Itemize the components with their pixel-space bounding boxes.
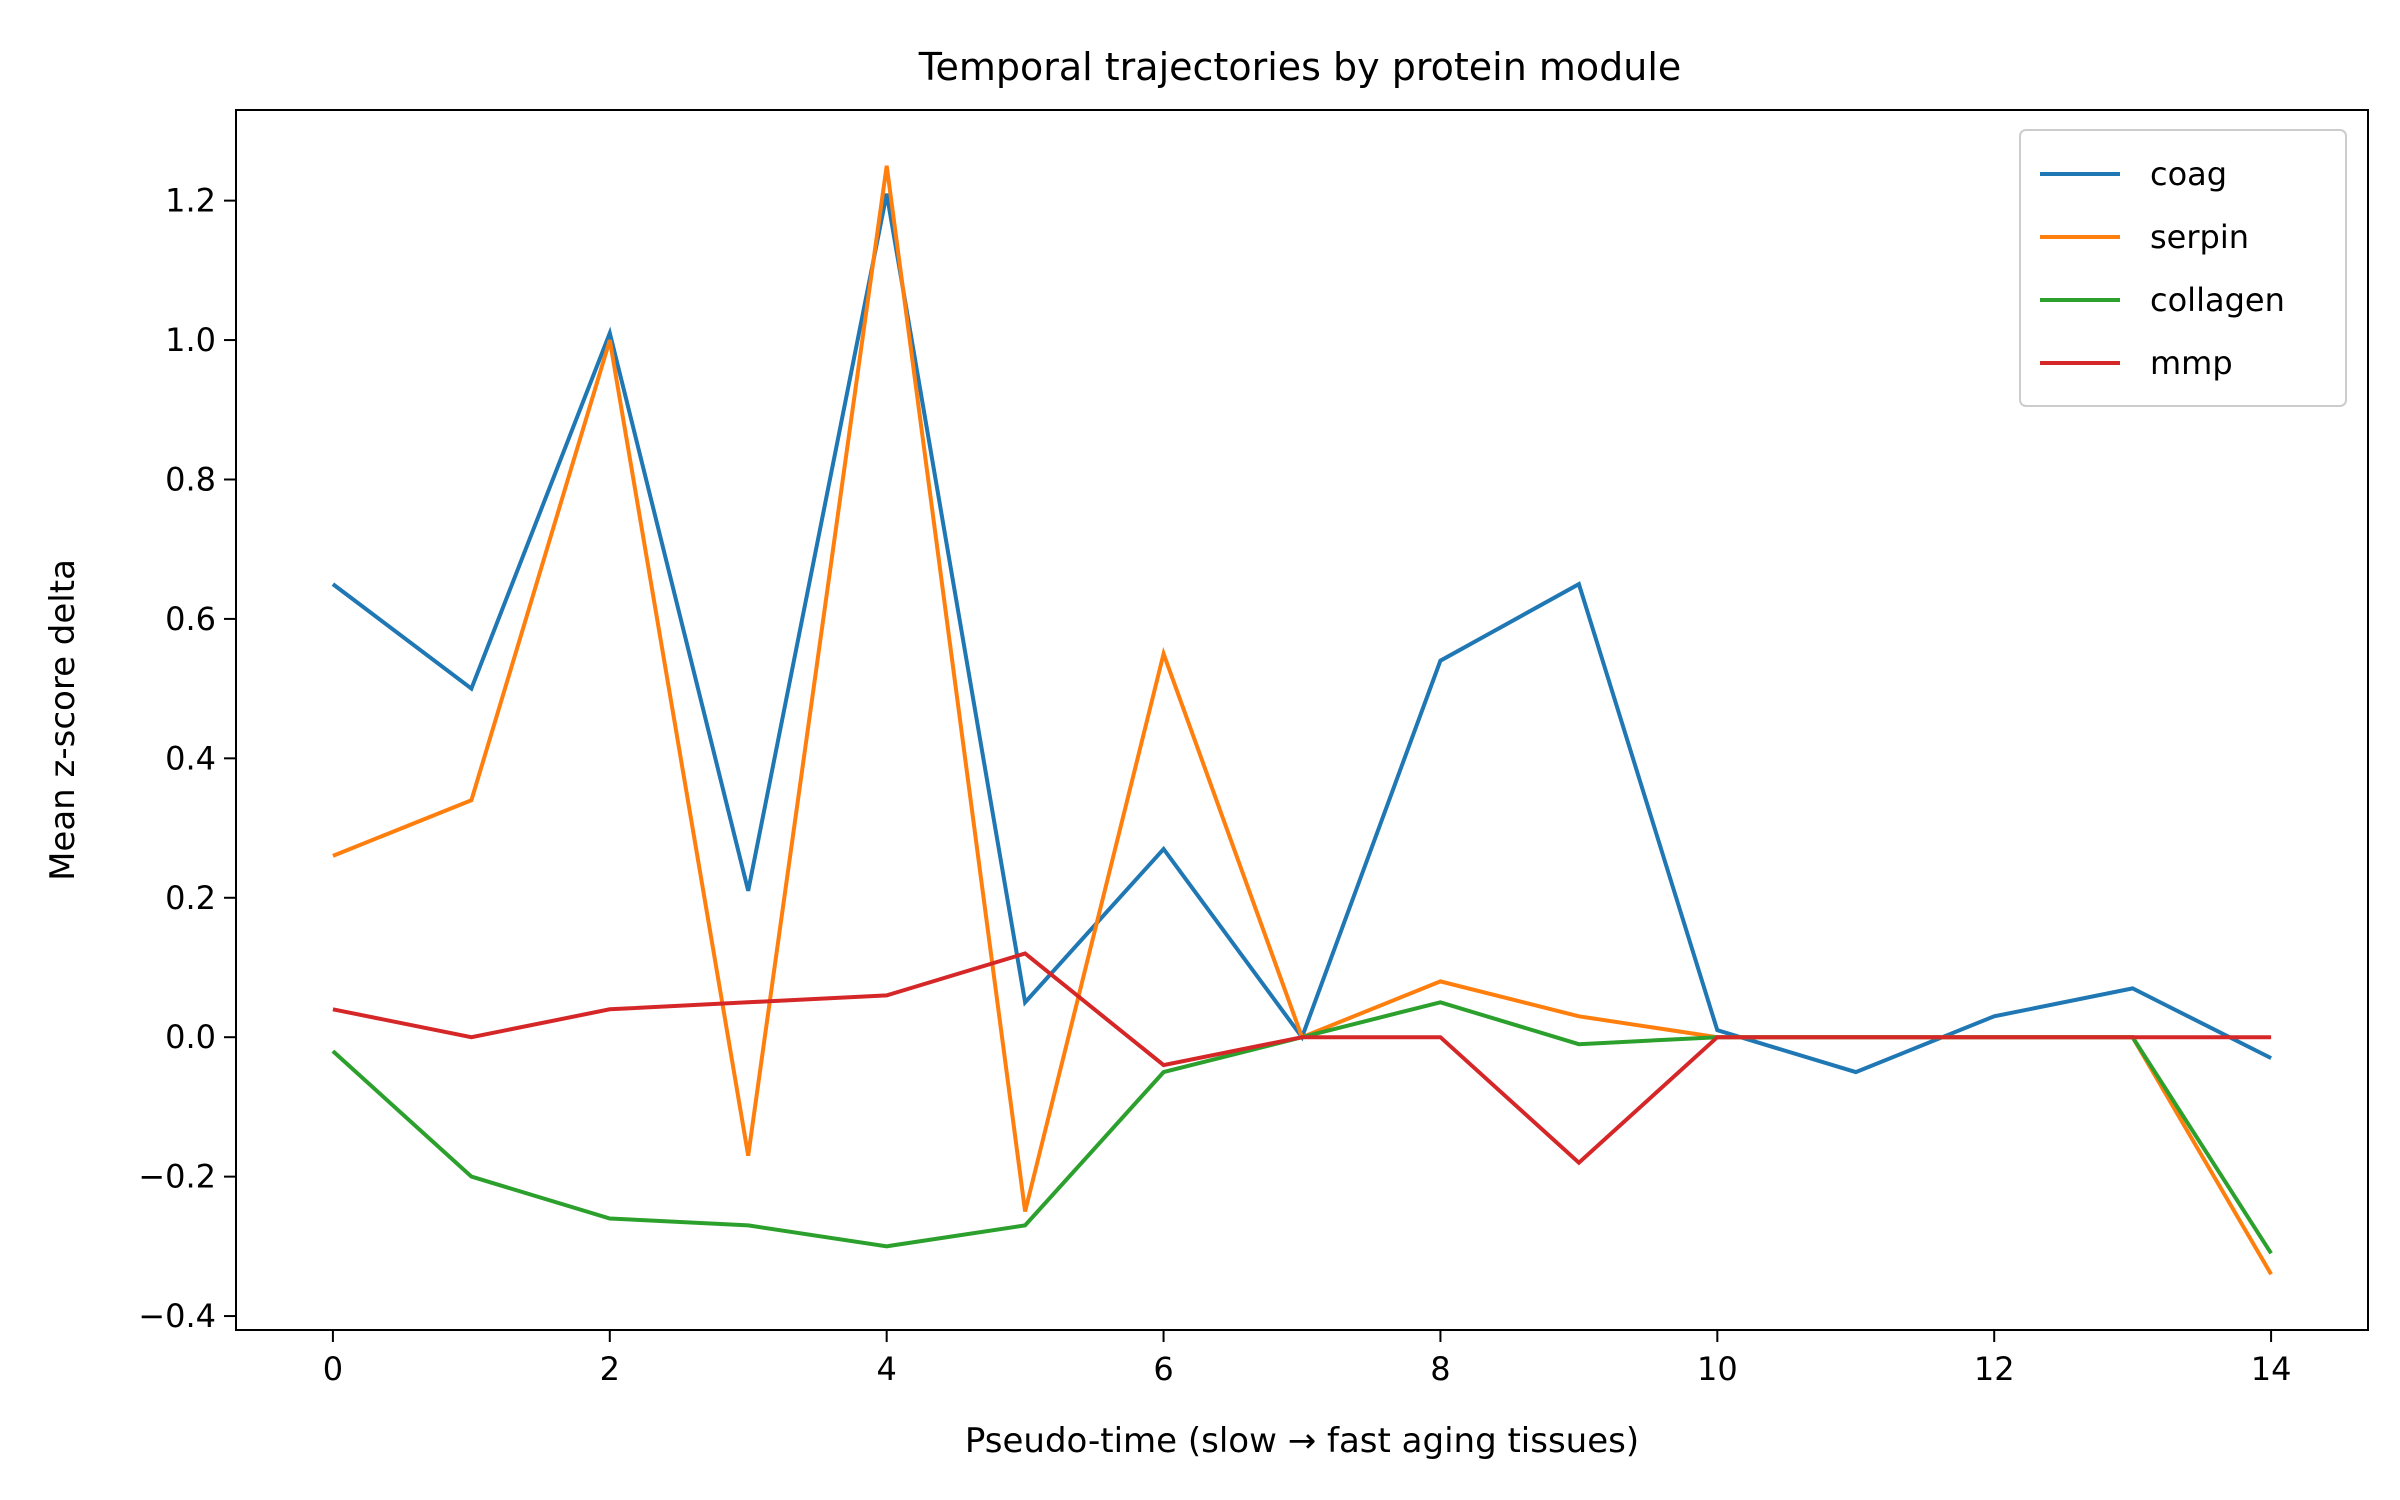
y-tick-label: 0.2: [165, 879, 216, 917]
x-tick-label: 0: [323, 1350, 343, 1388]
y-axis-label: Mean z-score delta: [43, 559, 83, 881]
y-tick-label: 1.2: [165, 182, 216, 220]
series-line-serpin: [332, 165, 2273, 1276]
x-tick-label: 4: [876, 1350, 896, 1388]
x-tick-label: 14: [2251, 1350, 2292, 1388]
y-tick-label: 0.6: [165, 600, 216, 638]
x-tick-label: 10: [1697, 1350, 1738, 1388]
chart-title: Temporal trajectories by protein module: [918, 45, 1682, 89]
y-tick-label: 0.4: [165, 739, 216, 777]
series-line-mmp: [332, 951, 2272, 1166]
legend-label-coag: coag: [2150, 155, 2227, 193]
x-axis-label: Pseudo-time (slow → fast aging tissues): [965, 1421, 1639, 1461]
plot-area: [331, 165, 2273, 1276]
y-tick-label: 1.0: [165, 321, 216, 359]
legend: coag serpin collagen mmp: [2019, 129, 2347, 407]
x-tick-label: 2: [600, 1350, 620, 1388]
legend-label-collagen: collagen: [2150, 281, 2285, 319]
x-tick-label: 8: [1430, 1350, 1450, 1388]
x-tick-label: 12: [1974, 1350, 2015, 1388]
plot-frame: [235, 109, 2369, 1331]
y-axis: −0.4 −0.2 0.0 0.2 0.4 0.6 0.8 1.0 1.2: [138, 182, 236, 1335]
y-tick-label: −0.2: [138, 1158, 216, 1196]
y-tick-label: 0.8: [165, 460, 216, 498]
x-tick-label: 6: [1153, 1350, 1173, 1388]
legend-label-mmp: mmp: [2150, 344, 2233, 382]
x-axis: 0 2 4 6 8 10 12 14: [323, 1330, 2292, 1388]
y-tick-label: −0.4: [138, 1297, 216, 1335]
y-tick-label: 0.0: [165, 1018, 216, 1056]
legend-box: [2019, 129, 2347, 407]
series-line-coag: [331, 193, 2272, 1075]
legend-label-serpin: serpin: [2150, 218, 2249, 256]
